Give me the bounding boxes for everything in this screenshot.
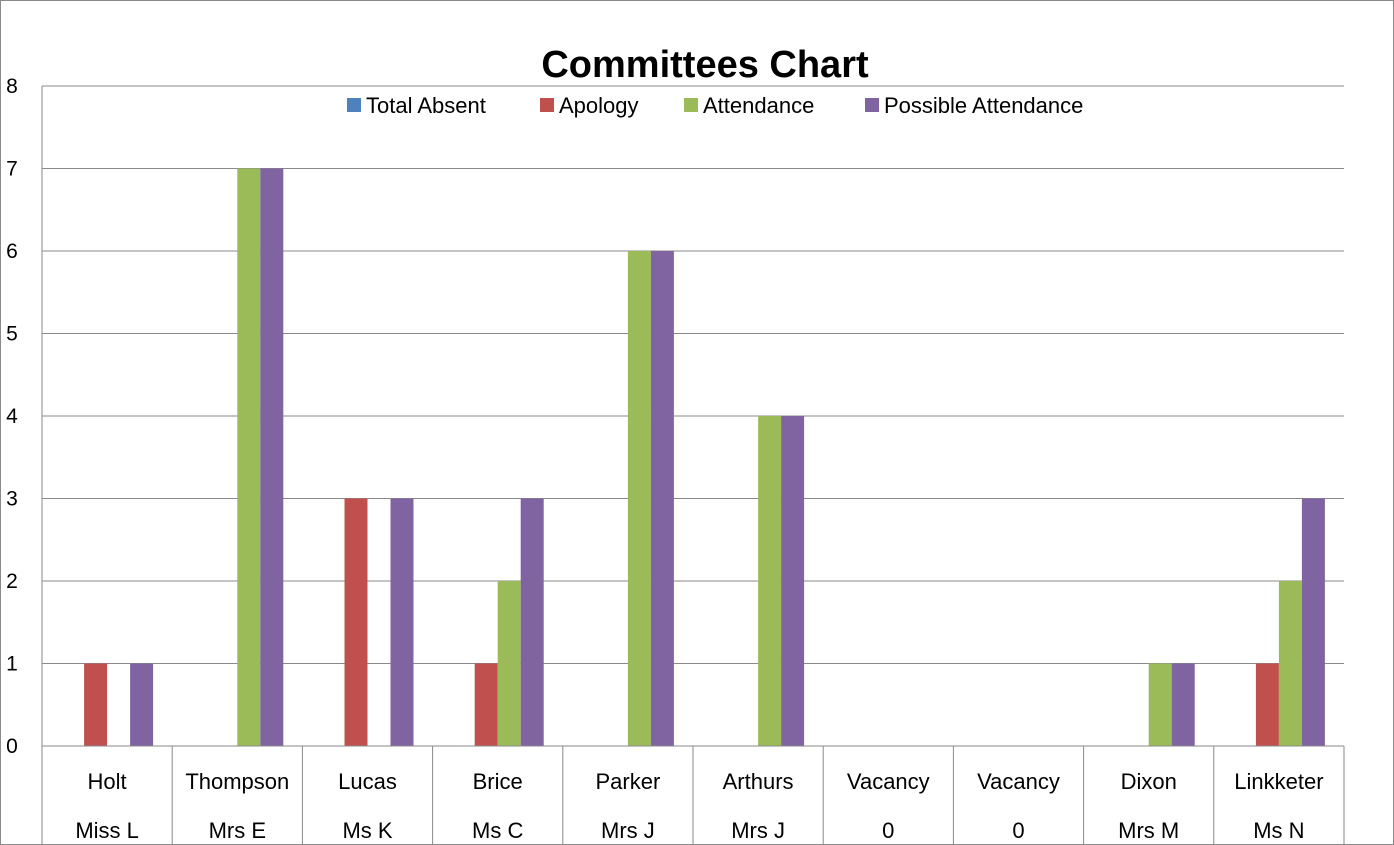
bar-attendance-4 [627,251,651,746]
x-category-title-6: 0 [882,818,894,843]
bar-attendance-8 [1148,663,1172,746]
x-axis-categories: Holt Miss L Thompson Mrs E Lucas Ms K Brice Ms … [75,769,1323,843]
bar-possible-attendance-5 [781,416,805,746]
legend-label-total-absent: Total Absent [366,93,486,118]
x-category-title-2: Ms K [342,818,392,843]
y-tick-label-5: 5 [6,323,18,346]
x-category-title-7: 0 [1012,818,1024,843]
x-category-title-0: Miss L [75,818,139,843]
bar-possible-attendance-3 [520,498,544,746]
x-category-title-1: Mrs E [209,818,266,843]
bar-apology-0 [84,663,108,746]
x-category-surname-9: Linkketer [1234,769,1323,794]
y-tick-label-3: 3 [6,488,18,511]
bar-possible-attendance-0 [130,663,154,746]
legend-swatch-total-absent [347,98,361,112]
x-category-surname-7: Vacancy [977,769,1060,794]
bar-apology-9 [1255,663,1279,746]
legend-label-possible-attendance: Possible Attendance [884,93,1083,118]
legend-swatch-attendance [684,98,698,112]
bar-apology-2 [344,498,368,746]
x-category-surname-2: Lucas [338,769,397,794]
x-category-surname-6: Vacancy [847,769,930,794]
bar-apology-3 [474,663,498,746]
x-category-title-3: Ms C [472,818,523,843]
bar-possible-attendance-4 [650,251,674,746]
bar-attendance-3 [497,581,521,746]
bar-possible-attendance-9 [1301,498,1325,746]
axes [41,86,1345,845]
chart-title: Committees Chart [541,44,869,86]
x-category-surname-1: Thompson [185,769,289,794]
y-tick-label-2: 2 [6,570,18,593]
bar-possible-attendance-2 [390,498,414,746]
x-category-title-8: Mrs M [1118,818,1179,843]
x-category-surname-0: Holt [88,769,127,794]
bar-possible-attendance-1 [260,168,284,746]
x-category-title-9: Ms N [1253,818,1304,843]
y-tick-label-8: 8 [6,75,18,98]
x-category-title-4: Mrs J [601,818,655,843]
x-category-surname-4: Parker [596,769,661,794]
legend: Total Absent Apology Attendance Possible At… [347,93,1083,118]
bar-attendance-5 [758,416,782,746]
y-tick-label-1: 1 [6,653,18,676]
y-axis-ticks: 0 1 2 3 4 5 6 7 8 [6,75,18,758]
bar-attendance-1 [237,168,261,746]
legend-swatch-possible-attendance [865,98,879,112]
x-category-surname-5: Arthurs [723,769,794,794]
y-tick-label-0: 0 [6,735,18,758]
x-category-title-5: Mrs J [731,818,785,843]
y-tick-label-6: 6 [6,240,18,263]
x-category-surname-3: Brice [473,769,523,794]
bar-attendance-9 [1278,581,1302,746]
legend-label-apology: Apology [559,93,639,118]
bars [84,168,1325,746]
y-tick-label-7: 7 [6,158,18,181]
bar-possible-attendance-8 [1171,663,1195,746]
legend-label-attendance: Attendance [703,93,814,118]
x-category-surname-8: Dixon [1121,769,1177,794]
legend-swatch-apology [540,98,554,112]
y-tick-label-4: 4 [6,405,18,428]
